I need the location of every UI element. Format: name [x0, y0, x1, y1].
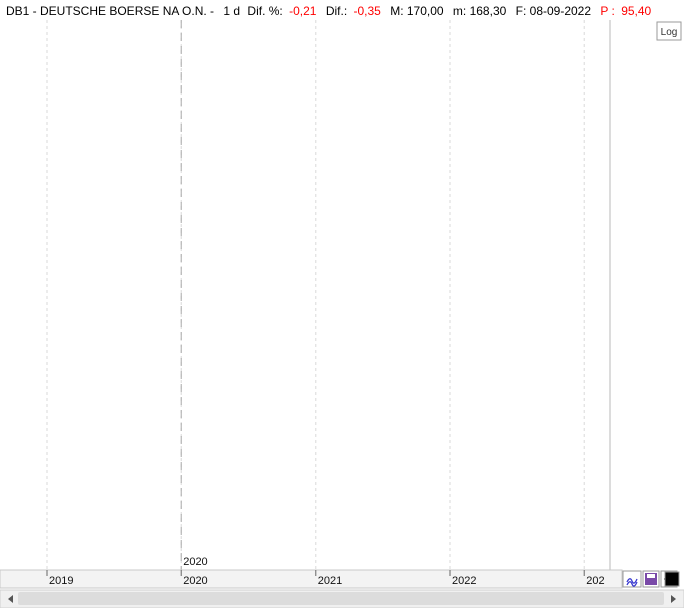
horizontal-scrollbar[interactable] [0, 589, 684, 608]
view-toggle-icon[interactable] [622, 570, 642, 588]
color-swatch-button[interactable] [664, 571, 680, 587]
header-max-label: M: 170,00 [390, 4, 444, 18]
cursor-label: 2020 [183, 556, 207, 568]
header-p-label: P : [600, 4, 614, 18]
x-axis: 2019 2020 2021 2022 202 [46, 570, 605, 587]
header-period: 1 d [223, 4, 240, 18]
header-symbol-name: DB1 - DEUTSCHE BOERSE NA O.N. - [6, 4, 214, 18]
save-icon[interactable] [642, 570, 660, 588]
scrollbar-thumb[interactable] [18, 592, 664, 605]
x-axis-band [0, 569, 623, 589]
scroll-right-arrow-icon[interactable] [671, 595, 676, 603]
x-tick-label: 2019 [49, 575, 73, 587]
header-dif-pct-label: Dif. %: [247, 4, 282, 18]
grid: 2020 [46, 20, 585, 570]
header-date-label: F: 08-09-2022 [516, 4, 592, 18]
log-button-label[interactable]: Log [661, 27, 678, 38]
x-tick-label: 202 [586, 575, 604, 587]
x-tick-label: 2020 [183, 575, 207, 587]
header-min-label: m: 168,30 [453, 4, 507, 18]
header-bar [0, 0, 684, 20]
x-tick-label: 2022 [452, 575, 476, 587]
scroll-left-arrow-icon[interactable] [8, 595, 13, 603]
header-dif-label: Dif.: [326, 4, 347, 18]
log-button[interactable]: Log [656, 21, 682, 41]
x-tick-label: 2021 [318, 575, 342, 587]
header-symbol: DB1 - DEUTSCHE BOERSE NA O.N. - 1 d Dif.… [6, 4, 652, 18]
header-dif-pct-value: -0,21 [289, 4, 317, 18]
header-dif-value: -0,35 [354, 4, 382, 18]
header-p-value: 95,40 [621, 4, 651, 18]
